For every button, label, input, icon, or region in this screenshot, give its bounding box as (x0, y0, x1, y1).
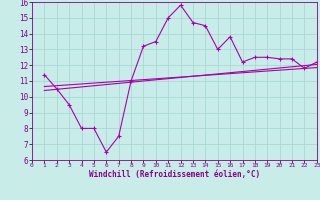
X-axis label: Windchill (Refroidissement éolien,°C): Windchill (Refroidissement éolien,°C) (89, 170, 260, 179)
